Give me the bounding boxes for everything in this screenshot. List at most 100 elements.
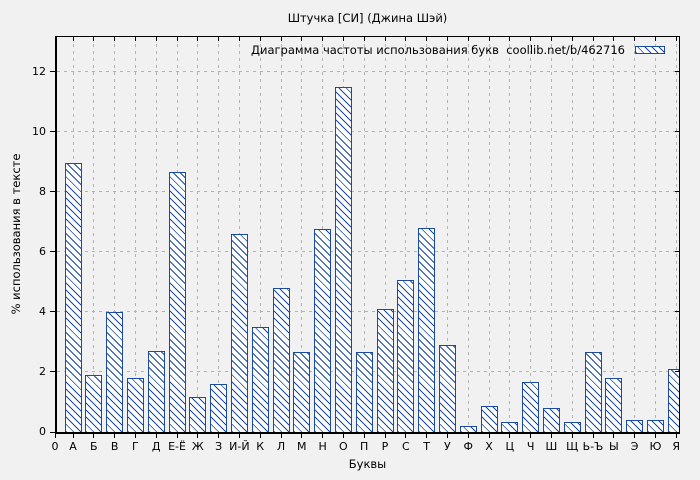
x-tick-К xyxy=(259,434,261,438)
x-gridline-Ы xyxy=(613,37,615,432)
x-tick-label-Л: Л xyxy=(276,440,286,453)
x-gridline-М xyxy=(301,37,303,432)
bar-Щ xyxy=(563,421,581,432)
x-tick-top-Д xyxy=(155,37,157,41)
x-tick-top-Щ xyxy=(571,37,573,41)
x-tick-Ы xyxy=(613,434,615,438)
x-tick-top-Н xyxy=(322,37,324,41)
x-tick-А xyxy=(72,434,74,438)
x-tick-label-О: О xyxy=(339,440,348,453)
y-tick-right-8 xyxy=(675,191,679,193)
x-tick-top-Т xyxy=(426,37,428,41)
x-tick-label-Ф: Ф xyxy=(463,440,473,453)
x-tick-top-Ф xyxy=(467,37,469,41)
x-tick-Б xyxy=(93,434,95,438)
y-tick-right-12 xyxy=(675,71,679,73)
x-tick-top-Л xyxy=(280,37,282,41)
x-tick-label-Н: Н xyxy=(318,440,327,453)
x-tick-label-П: П xyxy=(360,440,369,453)
legend-label: Диаграмма частоты использования букв coo… xyxy=(251,43,625,57)
y-gridline-12 xyxy=(57,71,679,73)
bar-Р xyxy=(376,308,394,432)
x-tick-label-Х: Х xyxy=(485,440,493,453)
y-tick-label-6: 6 xyxy=(39,244,46,258)
y-tick-label-0: 0 xyxy=(39,425,46,438)
x-gridline-С xyxy=(405,37,407,432)
y-gridline-6 xyxy=(57,251,679,253)
y-tick-label-12: 12 xyxy=(32,64,46,78)
x-gridline-Г xyxy=(134,37,136,432)
x-tick-label-М: М xyxy=(297,440,307,453)
x-tick-label-Ь-Ъ: Ь-Ъ xyxy=(582,440,604,453)
bar-К xyxy=(251,326,269,432)
x-tick-top-Х xyxy=(488,37,490,41)
x-tick-top-Р xyxy=(384,37,386,41)
bar-Л xyxy=(272,287,290,432)
x-gridline-З xyxy=(218,37,220,432)
bar-А xyxy=(64,163,82,432)
x-tick-label-Ж: Ж xyxy=(191,440,204,453)
x-gridline-Ш xyxy=(550,37,552,432)
x-tick-label-С: С xyxy=(401,440,410,453)
y-tick-label-4: 4 xyxy=(39,304,46,318)
y-tick-6 xyxy=(50,251,55,253)
y-axis-label: % использования в тексте xyxy=(9,153,23,315)
bar-Ш xyxy=(542,407,560,432)
x-gridline-Ь-Ъ xyxy=(592,37,594,432)
x-tick-М xyxy=(301,434,303,438)
plot-area: Диаграмма частоты использования букв coo… xyxy=(55,36,680,434)
y-tick-12 xyxy=(50,71,55,73)
y-tick-right-6 xyxy=(675,251,679,253)
x-tick-Д xyxy=(155,434,157,438)
x-tick-Ш xyxy=(550,434,552,438)
bar-И-Й xyxy=(230,233,248,432)
x-tick-label-Г: Г xyxy=(132,440,139,453)
x-gridline-Д xyxy=(155,37,157,432)
y-tick-right-4 xyxy=(675,311,679,313)
x-tick-label-К: К xyxy=(256,440,265,453)
bar-Т xyxy=(418,227,436,432)
x-tick-top-Е-Ё xyxy=(176,37,178,41)
legend: Диаграмма частоты использования букв coo… xyxy=(251,43,665,57)
x-tick-label-Ц: Ц xyxy=(505,440,515,453)
y-gridline-10 xyxy=(57,131,679,133)
x-tick-Ж xyxy=(197,434,199,438)
y-gridline-8 xyxy=(57,191,679,193)
x-tick-Ф xyxy=(467,434,469,438)
bar-Д xyxy=(147,350,165,432)
bar-Ы xyxy=(605,377,623,432)
x-tick-Э xyxy=(634,434,636,438)
x-tick-Я xyxy=(675,434,677,438)
x-tick-top-З xyxy=(218,37,220,41)
bar-Ж xyxy=(189,397,207,432)
x-tick-top-А xyxy=(72,37,74,41)
bar-М xyxy=(293,352,311,432)
x-tick-top-Ч xyxy=(530,37,532,41)
bar-Г xyxy=(126,377,144,432)
x-tick-top-Г xyxy=(134,37,136,41)
x-tick-У xyxy=(446,434,448,438)
x-tick-top-К xyxy=(259,37,261,41)
x-tick-label-И-Й: И-Й xyxy=(229,440,250,453)
bar-Н xyxy=(314,229,332,432)
x-tick-Г xyxy=(134,434,136,438)
x-gridline-Ч xyxy=(530,37,532,432)
bar-Ф xyxy=(459,426,477,432)
x-tick-top-М xyxy=(301,37,303,41)
x-tick-label-Ч: Ч xyxy=(526,440,535,453)
x-gridline-Б xyxy=(93,37,95,432)
x-tick-top-О xyxy=(342,37,344,41)
x-tick-Е-Ё xyxy=(176,434,178,438)
x-gridline-Э xyxy=(634,37,636,432)
bar-Я xyxy=(667,368,679,432)
bar-З xyxy=(210,383,228,432)
x-tick-top-Э xyxy=(634,37,636,41)
chart-title: Штучка [СИ] (Джина Шэй) xyxy=(287,11,448,25)
y-tick-right-2 xyxy=(675,371,679,373)
y-tick-label-8: 8 xyxy=(39,184,46,198)
x-tick-С xyxy=(405,434,407,438)
x-gridline-Щ xyxy=(571,37,573,432)
x-tick-Ч xyxy=(530,434,532,438)
x-tick-top-С xyxy=(405,37,407,41)
